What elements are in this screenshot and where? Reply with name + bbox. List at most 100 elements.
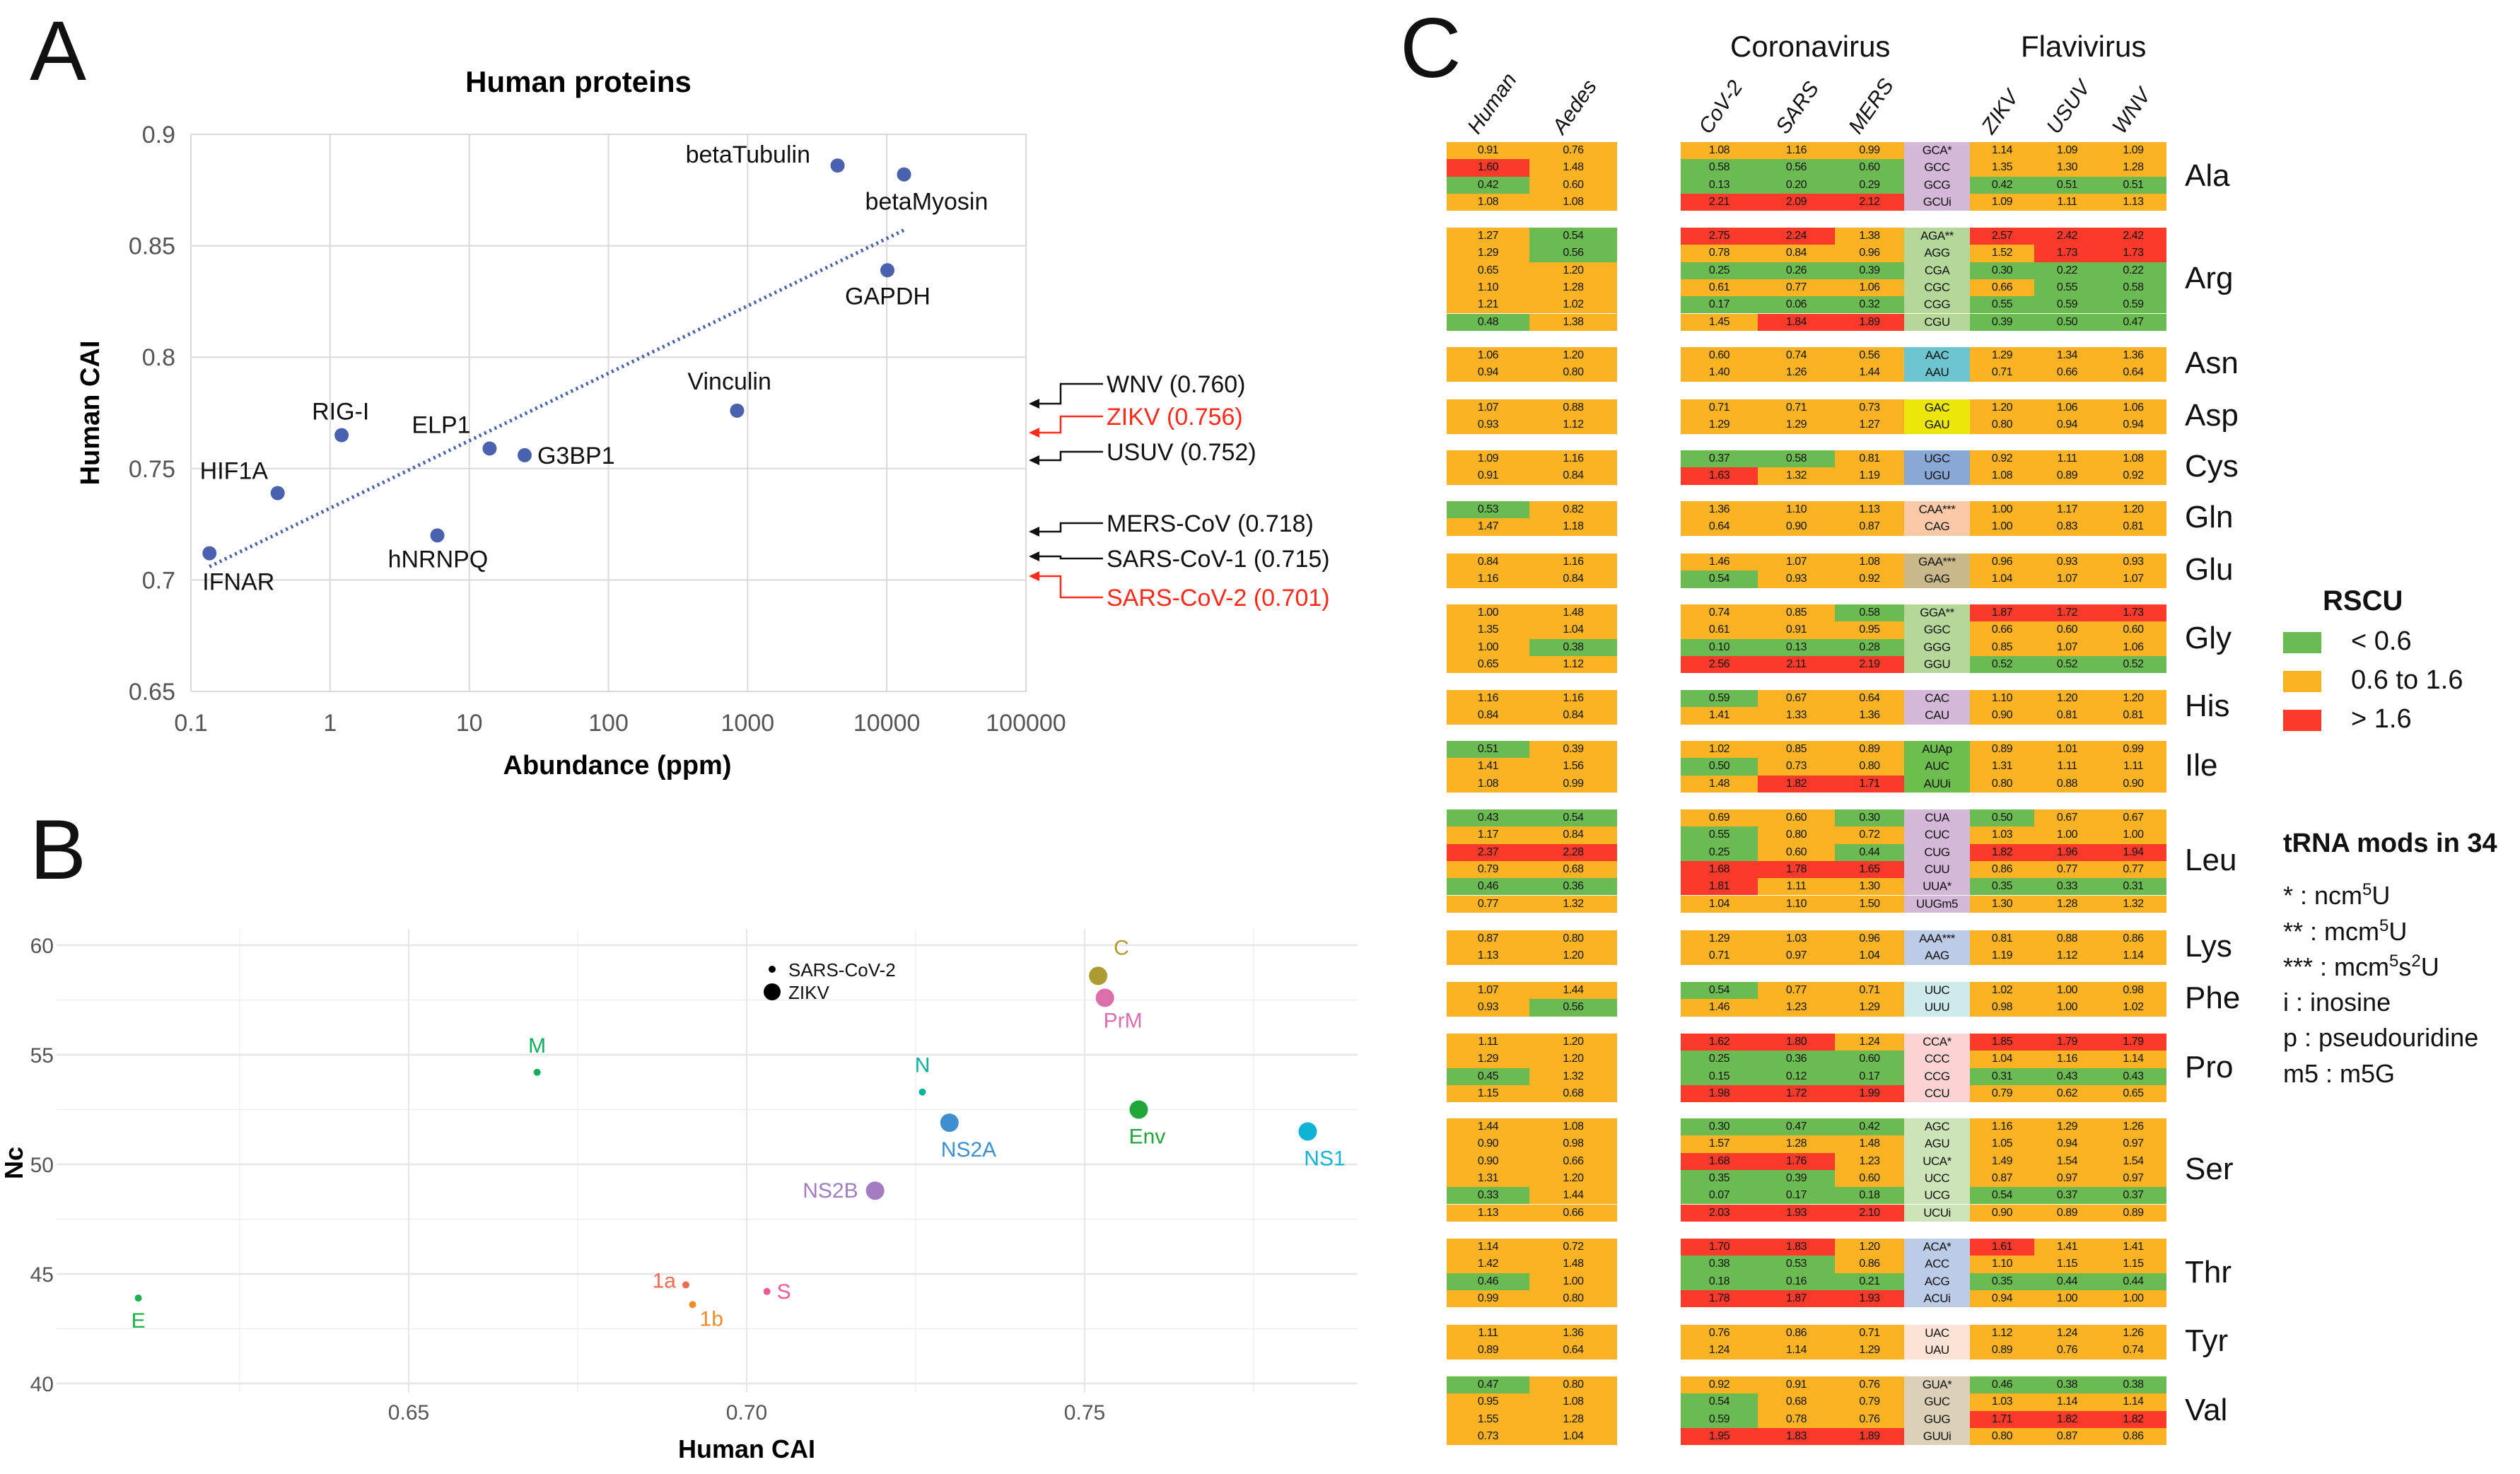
rscu-cell-cov2: 0.30 [1681,1118,1758,1136]
rscu-cell-sars: 0.13 [1758,638,1835,656]
codon-label: CGG [1904,296,1970,314]
rscu-cell-mers: 1.65 [1835,860,1904,879]
codon-label: CAG [1904,518,1970,536]
rscu-cell-zikv: 1.29 [1970,347,2034,365]
rscu-cell-cov2: 0.61 [1681,279,1758,297]
codon-label: AGG [1904,245,1970,262]
rscu-cell-human: 0.90 [1447,1152,1529,1170]
rscu-cell-human: 0.90 [1447,1135,1529,1153]
rscu-cell-zikv: 1.31 [1970,758,2034,776]
amino-acid-label: Asp [2185,398,2239,433]
rscu-cell-human: 0.73 [1447,1427,1529,1446]
rscu-cell-human: 1.08 [1447,775,1529,792]
rscu-cell-mers: 0.21 [1835,1273,1904,1290]
rscu-cell-zikv: 1.71 [1970,1410,2034,1428]
amino-acid-label: Ser [2185,1151,2234,1186]
rscu-cell-sars: 0.36 [1758,1051,1835,1068]
data-point [1089,966,1108,985]
legend-title: RSCU [2323,585,2403,616]
rscu-cell-usuv: 1.11 [2034,450,2100,468]
rscu-cell-usuv: 0.94 [2034,416,2100,434]
data-point [270,486,285,501]
rscu-cell-sars: 0.71 [1758,399,1835,417]
y-tick-label: 0.65 [129,679,175,706]
y-tick-label: 60 [30,935,54,958]
data-point [682,1281,689,1289]
rscu-cell-mers: 1.89 [1835,313,1904,331]
rscu-cell-usuv: 1.00 [2034,1289,2100,1308]
rscu-cell-aedes: 1.18 [1529,518,1617,536]
rscu-cell-mers: 0.18 [1835,1187,1904,1205]
rscu-cell-aedes: 1.44 [1529,982,1617,1000]
rscu-cell-aedes: 0.54 [1529,228,1617,245]
data-point [897,167,911,182]
rscu-cell-aedes: 0.64 [1529,1342,1617,1359]
superscript: 2 [2411,952,2421,971]
rscu-cell-zikv: 1.12 [1970,1325,2034,1343]
point-label: NS1 [1304,1147,1345,1171]
codon-label: UCA* [1904,1152,1970,1170]
data-point [517,448,532,462]
data-point [1298,1122,1317,1141]
rscu-cell-cov2: 1.40 [1681,364,1758,382]
rscu-cell-wnv: 1.06 [2100,399,2166,417]
rscu-cell-usuv: 0.33 [2034,878,2100,896]
rscu-cell-aedes: 1.12 [1529,655,1617,674]
rscu-cell-zikv: 1.08 [1970,467,2034,485]
rscu-cell-human: 1.21 [1447,296,1529,314]
rscu-cell-human: 0.95 [1447,1393,1529,1411]
rscu-cell-mers: 0.76 [1835,1410,1904,1428]
rscu-cell-zikv: 0.80 [1970,416,2034,434]
rscu-cell-sars: 0.84 [1758,245,1835,262]
legend-label: ZIKV [788,982,829,1003]
arrow-head-icon [1029,571,1039,581]
rscu-cell-wnv: 0.89 [2100,1204,2166,1222]
rscu-cell-wnv: 0.52 [2100,655,2166,674]
rscu-cell-wnv: 1.20 [2100,690,2166,708]
rscu-cell-aedes: 0.68 [1529,1084,1617,1103]
rscu-cell-aedes: 1.20 [1529,947,1617,965]
rscu-cell-sars: 0.60 [1758,843,1835,861]
rscu-cell-mers: 0.81 [1835,450,1904,468]
rscu-cell-sars: 0.26 [1758,262,1835,279]
legend-label: SARS-CoV-2 [788,959,896,981]
rscu-cell-zikv: 1.61 [1970,1239,2034,1256]
rscu-cell-mers: 0.42 [1835,1118,1904,1136]
rscu-cell-human: 1.35 [1447,621,1529,639]
rscu-cell-sars: 1.82 [1758,775,1835,792]
rscu-cell-mers: 0.99 [1835,142,1904,160]
rscu-cell-sars: 0.97 [1758,947,1835,965]
rscu-cell-human: 0.48 [1447,313,1529,331]
rscu-cell-zikv: 0.30 [1970,262,2034,279]
annotation-arrow-line [1034,415,1103,434]
rscu-cell-zikv: 1.16 [1970,1118,2034,1136]
rscu-cell-human: 1.08 [1447,193,1529,211]
rscu-cell-usuv: 1.11 [2034,758,2100,776]
rscu-cell-wnv: 0.38 [2100,1376,2166,1394]
amino-acid-label: His [2185,689,2230,724]
y-tick-label: 0.8 [142,344,175,371]
rscu-cell-wnv: 0.59 [2100,296,2166,314]
rscu-cell-wnv: 0.74 [2100,1342,2166,1359]
rscu-cell-aedes: 0.56 [1529,999,1617,1017]
rscu-cell-human: 0.91 [1447,467,1529,485]
rscu-cell-human: 0.53 [1447,501,1529,519]
point-label: IFNAR [202,569,274,596]
rscu-cell-human: 1.27 [1447,228,1529,245]
rscu-cell-sars: 1.76 [1758,1152,1835,1170]
rscu-cell-mers: 0.44 [1835,843,1904,861]
point-label: 1b [700,1307,723,1330]
rscu-cell-zikv: 0.80 [1970,775,2034,792]
rscu-cell-human: 0.43 [1447,809,1529,827]
codon-label: ACC [1904,1256,1970,1273]
rscu-cell-aedes: 0.84 [1529,707,1617,725]
rscu-cell-aedes: 2.28 [1529,843,1617,861]
rscu-cell-sars: 0.86 [1758,1325,1835,1343]
rscu-cell-human: 1.16 [1447,690,1529,708]
point-label: N [915,1054,931,1077]
rscu-cell-sars: 0.90 [1758,518,1835,536]
rscu-cell-sars: 1.03 [1758,930,1835,948]
rscu-cell-wnv: 0.97 [2100,1169,2166,1188]
rscu-cell-sars: 1.84 [1758,313,1835,331]
point-label: betaTubulin [686,141,810,168]
